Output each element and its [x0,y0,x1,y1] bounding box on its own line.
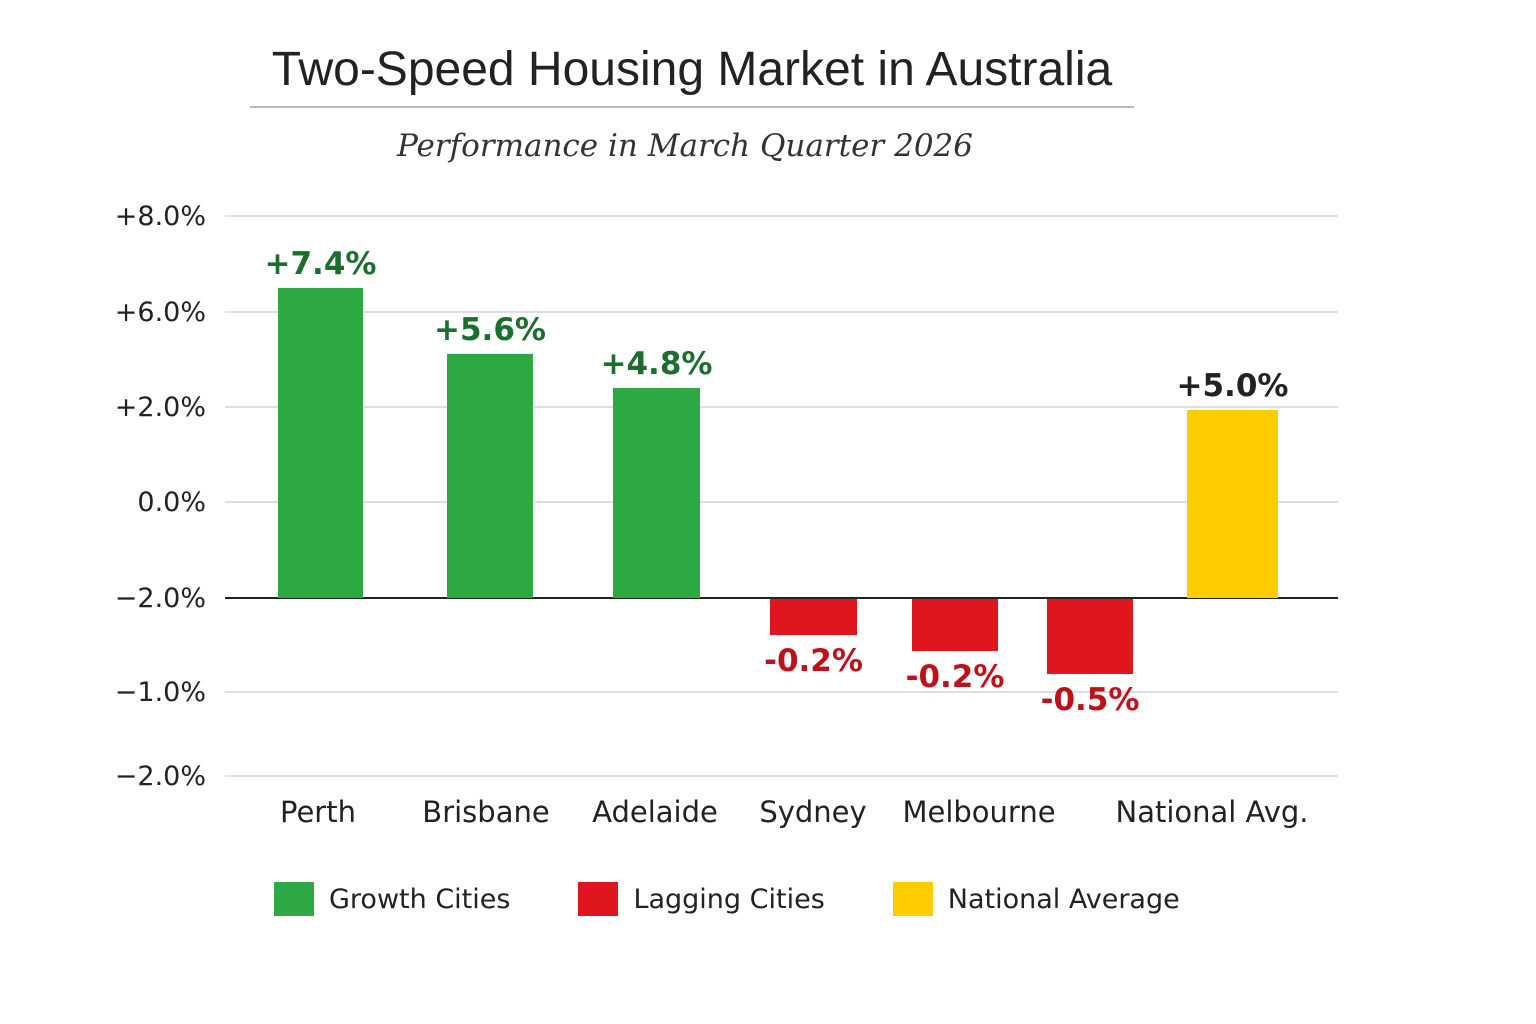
x-category-label: Adelaide [592,795,718,829]
x-category-label: National Avg. [1116,795,1309,829]
x-category-label: Sydney [759,795,866,829]
legend-item-national: National Average [892,882,1180,916]
legend-item-lagging: Lagging Cities [578,882,825,916]
x-category-label: Perth [280,795,356,829]
data-label: -0.2% [906,659,1005,695]
y-tick-label: −2.0% [115,761,206,792]
legend-label: National Average [947,883,1180,915]
legend-swatch [274,882,314,916]
bar-brisbane [447,353,533,598]
bar-adelaide [613,388,700,598]
y-tick-label: +6.0% [115,297,206,328]
data-label: -0.2% [764,643,863,679]
y-tick-label: +2.0% [115,392,206,423]
x-category-label: Brisbane [422,795,549,829]
legend-swatch [578,882,619,916]
y-tick-label: 0.0% [137,487,206,518]
data-label: +7.4% [265,246,377,282]
legend-label: Lagging Cities [633,883,825,915]
data-label: -0.5% [1041,682,1140,718]
bar-national-avg- [1187,410,1278,598]
legend: Growth Cities Lagging Cities National Aver… [274,882,1248,916]
chart-subtitle: Performance in March Quarter 2026 [397,128,973,164]
legend-item-growth: Growth Cities [274,882,510,916]
data-label: +4.8% [601,346,713,382]
y-tick-label: −1.0% [115,677,206,708]
legend-swatch [892,882,933,916]
data-label: +5.0% [1177,368,1289,404]
title-divider [250,106,1134,108]
bar-sydney [770,599,857,635]
legend-label: Growth Cities [329,883,511,915]
bar-perth [278,287,363,598]
y-tick-label: −2.0% [115,583,206,614]
y-tick-label: +8.0% [115,201,206,232]
data-label: +5.6% [434,312,546,348]
chart-title: Two-Speed Housing Market in Australia [271,43,1113,96]
x-category-label: Melbourne [902,795,1055,829]
bar-melbourne [912,599,998,651]
bar-lagging-3 [1047,599,1133,674]
